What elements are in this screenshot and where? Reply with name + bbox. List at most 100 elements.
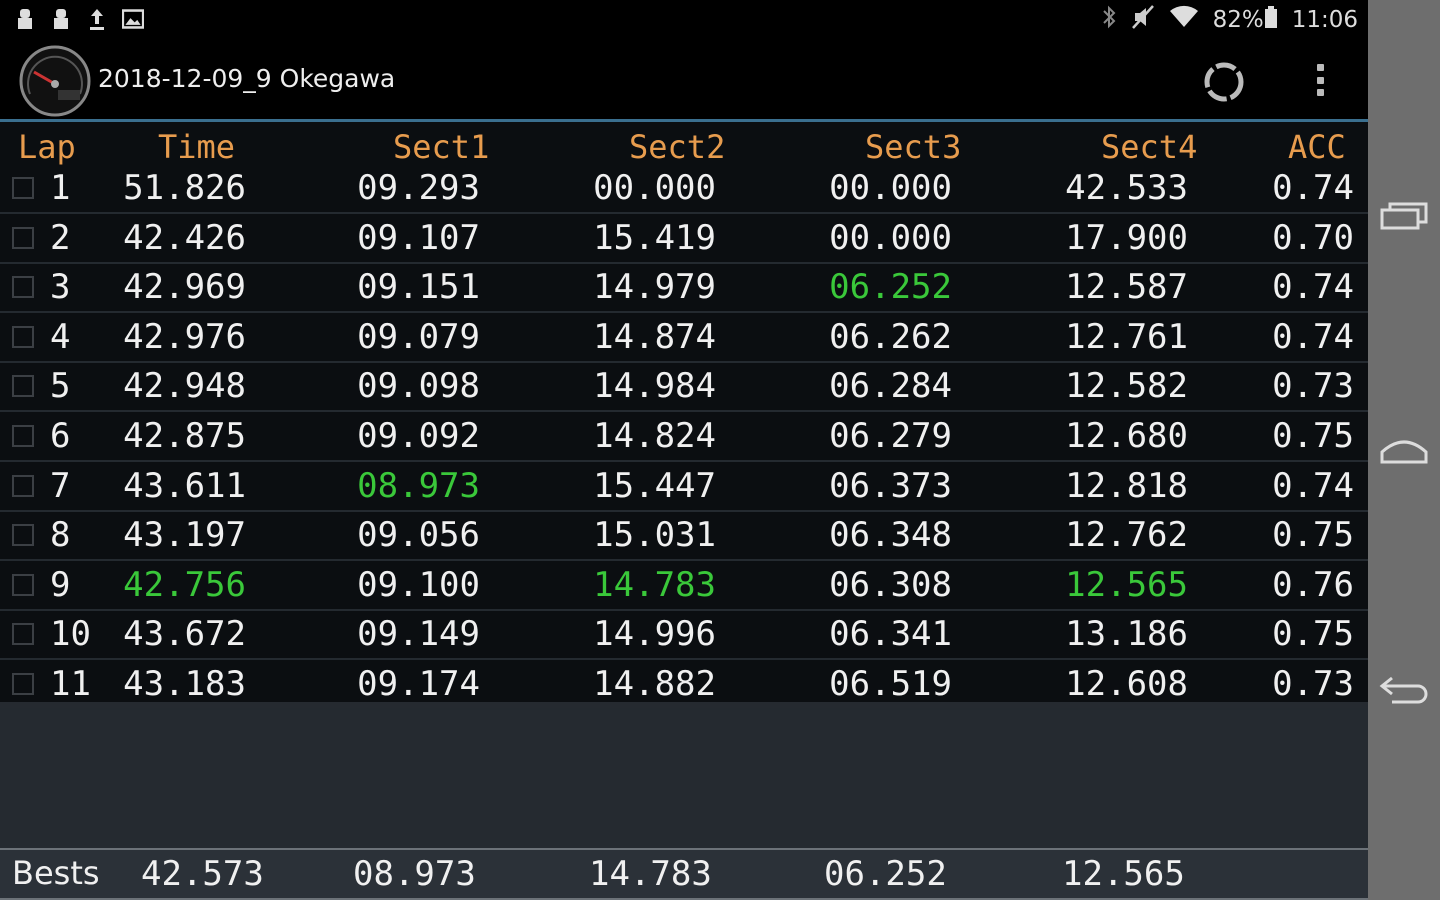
lap-checkbox[interactable]	[12, 276, 34, 299]
sect4-cell: 12.761	[1065, 316, 1188, 357]
sect1-cell: 09.056	[357, 515, 480, 556]
bests-sect2: 14.783	[589, 854, 712, 894]
lap-number: 7	[50, 465, 71, 506]
sect2-cell: 00.000	[593, 168, 716, 208]
lap-number: 3	[50, 267, 71, 308]
header-acc: ACC	[1288, 128, 1346, 166]
sect3-cell: 06.279	[829, 416, 952, 456]
table-row[interactable]: 6 42.875 09.092 14.824 06.279 12.680 0.75	[0, 412, 1368, 462]
sect1-cell: 09.107	[357, 217, 480, 258]
time-cell: 42.948	[123, 366, 246, 407]
lap-number: 10	[50, 614, 91, 655]
lap-checkbox[interactable]	[12, 425, 34, 447]
acc-cell: 0.75	[1272, 515, 1354, 556]
wifi-icon	[1169, 5, 1199, 35]
bests-label: Bests	[12, 854, 100, 892]
sect4-cell: 13.186	[1065, 614, 1188, 655]
time-cell: 43.672	[123, 614, 246, 655]
sect4-cell: 17.900	[1065, 217, 1188, 258]
acc-cell: 0.74	[1272, 465, 1354, 506]
table-row[interactable]: 1 51.826 09.293 00.000 00.000 42.533 0.74	[0, 164, 1368, 214]
lap-checkbox[interactable]	[12, 474, 34, 497]
battery-icon	[1264, 5, 1278, 35]
status-time: 11:06	[1291, 7, 1358, 33]
lap-checkbox[interactable]	[12, 325, 34, 348]
sect2-cell: 14.882	[593, 664, 716, 704]
sect3-cell: 06.373	[829, 465, 952, 506]
sect3-cell: 06.252	[829, 267, 952, 308]
time-cell: 42.969	[123, 267, 246, 308]
page-title: 2018-12-09_9 Okegawa	[98, 64, 396, 93]
bests-sect4: 12.565	[1062, 854, 1185, 894]
sect3-cell: 00.000	[829, 168, 952, 208]
table-row[interactable]: 9 42.756 09.100 14.783 06.308 12.565 0.76	[0, 561, 1368, 611]
lap-checkbox[interactable]	[12, 524, 34, 547]
lap-number: 8	[50, 515, 71, 556]
table-row[interactable]: 3 42.969 09.151 14.979 06.252 12.587 0.74	[0, 263, 1368, 314]
sect1-cell: 09.098	[357, 366, 480, 407]
lap-number: 4	[50, 316, 71, 357]
back-icon[interactable]	[1378, 664, 1430, 712]
acc-cell: 0.74	[1272, 168, 1354, 208]
sect2-cell: 14.979	[593, 267, 716, 308]
battery-text: 82%	[1212, 7, 1264, 33]
lap-number: 5	[50, 366, 71, 407]
table-row[interactable]: 11 43.183 09.174 14.882 06.519 12.608 0.73	[0, 660, 1368, 710]
sect2-cell: 14.824	[593, 416, 716, 456]
sync-icon[interactable]	[1200, 58, 1248, 106]
table-row[interactable]: 10 43.672 09.149 14.996 06.341 13.186 0.75	[0, 610, 1368, 661]
acc-cell: 0.75	[1272, 614, 1354, 655]
lap-number: 1	[50, 168, 71, 208]
sect3-cell: 00.000	[829, 217, 952, 258]
sect1-cell: 09.174	[357, 664, 480, 704]
sect1-cell: 09.079	[357, 316, 480, 357]
lap-checkbox[interactable]	[12, 623, 34, 646]
acc-cell: 0.73	[1272, 366, 1354, 407]
notification-icon	[14, 6, 36, 32]
lap-content: Lap Time Sect1 Sect2 Sect3 Sect4 ACC 1 51…	[0, 122, 1368, 900]
time-cell: 43.611	[123, 465, 246, 506]
table-row[interactable]: 5 42.948 09.098 14.984 06.284 12.582 0.73	[0, 362, 1368, 413]
lap-checkbox[interactable]	[12, 673, 34, 695]
bests-time: 42.573	[141, 854, 264, 894]
time-cell: 42.426	[123, 217, 246, 258]
header-sect2: Sect2	[629, 128, 726, 166]
header-sect3: Sect3	[865, 128, 962, 166]
time-cell: 51.826	[123, 168, 246, 208]
sect1-cell: 09.149	[357, 614, 480, 655]
time-cell: 42.756	[123, 564, 246, 605]
sect3-cell: 06.308	[829, 564, 952, 605]
table-row[interactable]: 2 42.426 09.107 15.419 00.000 17.900 0.70	[0, 214, 1368, 264]
sect1-cell: 09.293	[357, 168, 480, 208]
time-cell: 43.183	[123, 664, 246, 704]
speedometer-icon[interactable]	[18, 44, 92, 118]
sect1-cell: 08.973	[357, 465, 480, 506]
home-icon[interactable]	[1378, 428, 1430, 476]
sect3-cell: 06.341	[829, 614, 952, 655]
header-sect1: Sect1	[393, 128, 490, 166]
lap-checkbox[interactable]	[12, 375, 34, 398]
notification-icon	[50, 6, 72, 32]
lap-checkbox[interactable]	[12, 226, 34, 249]
time-cell: 42.875	[123, 416, 246, 456]
recent-apps-icon[interactable]	[1378, 192, 1430, 240]
sect1-cell: 09.100	[357, 564, 480, 605]
table-row[interactable]: 8 43.197 09.056 15.031 06.348 12.762 0.75	[0, 511, 1368, 562]
sect3-cell: 06.519	[829, 664, 952, 704]
time-cell: 42.976	[123, 316, 246, 357]
sect2-cell: 15.447	[593, 465, 716, 506]
table-row[interactable]: 7 43.611 08.973 15.447 06.373 12.818 0.74	[0, 462, 1368, 512]
lap-checkbox[interactable]	[12, 177, 34, 199]
sect4-cell: 12.818	[1065, 465, 1188, 506]
sect3-cell: 06.284	[829, 366, 952, 407]
sect4-cell: 12.582	[1065, 366, 1188, 407]
sect2-cell: 14.783	[593, 564, 716, 605]
bests-bar: Bests 42.573 08.973 14.783 06.252 12.565	[0, 848, 1368, 900]
lap-checkbox[interactable]	[12, 573, 34, 596]
sect4-cell: 12.587	[1065, 267, 1188, 308]
acc-cell: 0.73	[1272, 664, 1354, 704]
overflow-menu-icon[interactable]	[1306, 60, 1334, 100]
sect4-cell: 12.565	[1065, 564, 1188, 605]
table-row[interactable]: 4 42.976 09.079 14.874 06.262 12.761 0.74	[0, 313, 1368, 363]
action-bar: 2018-12-09_9 Okegawa	[0, 40, 1368, 122]
